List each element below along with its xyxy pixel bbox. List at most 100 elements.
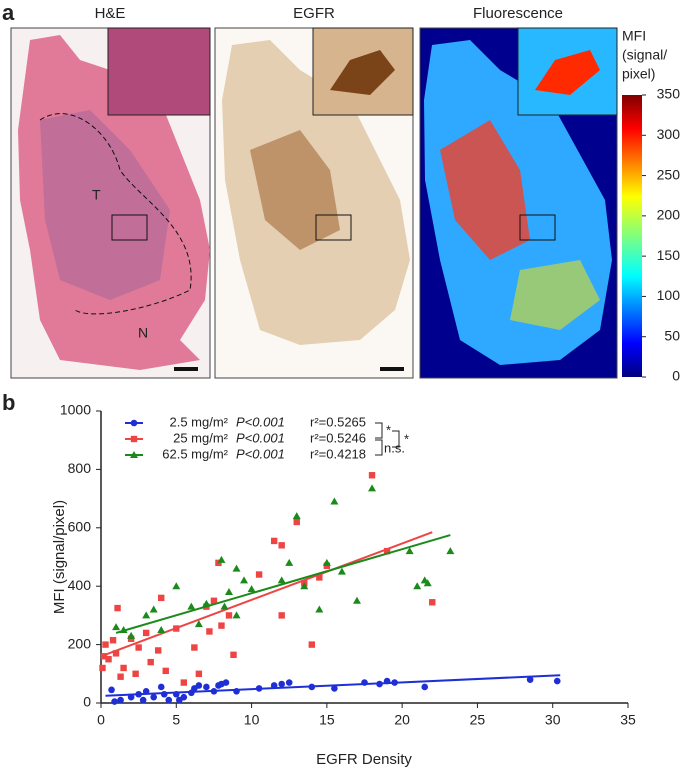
point [308,641,315,648]
point [277,576,286,584]
x-tick-label: 15 [319,712,335,728]
x-tick-label: 35 [620,712,636,728]
point [352,596,361,604]
x-tick-label: 0 [97,712,105,728]
image-title: EGFR [293,5,335,22]
point [157,626,166,633]
point [165,696,173,704]
point [330,497,339,505]
colorbar-tick-label: 200 [657,207,681,223]
point [102,641,109,648]
point [413,582,422,590]
legend-label: 62.5 mg/m² [162,446,228,461]
legend-r2: r²=0.5246 [310,430,366,445]
y-tick-label: 400 [68,577,92,593]
fluorescence-image [419,27,618,379]
colorbar-title: MFI [622,28,646,44]
point [526,676,534,683]
point [203,683,210,691]
point [316,574,323,581]
point [278,680,285,688]
point [172,582,181,590]
point [322,558,331,566]
point [105,656,112,663]
panel-label: a [2,0,15,25]
colorbar-tick-label: 0 [672,368,680,384]
point [446,547,455,555]
x-tick-label: 25 [470,712,486,728]
point [149,605,158,613]
point [111,698,118,705]
point [160,690,168,698]
panel-label: b [2,390,15,415]
point [130,451,138,458]
y-tick-label: 0 [83,694,91,710]
significance: * [386,422,391,437]
fit-line [105,674,561,697]
legend-p: P<0.001 [236,430,285,445]
point [157,683,165,691]
point [162,667,169,675]
image-title: H&E [95,5,126,22]
significance: n.s. [384,440,405,455]
point [270,537,278,545]
point [368,472,376,479]
point [405,547,414,555]
point [127,631,136,639]
point [114,604,121,612]
legend-r2: r²=0.4218 [310,446,366,461]
point [553,677,561,685]
colorbar-tick-label: 250 [657,166,681,182]
colorbar-title: (signal/ [622,47,667,63]
point [421,683,429,691]
point [117,696,124,704]
point [278,542,285,549]
point [423,579,432,587]
y-tick-label: 800 [68,460,92,476]
point [109,637,117,644]
he-image: T N [10,27,211,379]
annotation: N [138,325,148,341]
bracket [375,422,383,439]
image-title: Fluorescence [473,5,563,22]
point [100,653,108,660]
point [230,651,237,659]
annotation: T [92,187,101,203]
point [232,611,241,619]
point [247,585,256,593]
point [195,670,203,677]
x-tick-label: 20 [394,712,410,728]
fit-line [115,534,451,634]
point [158,594,165,602]
y-tick-label: 600 [68,519,92,535]
x-axis-title: EGFR Density [316,751,412,768]
y-axis-title: MFI (signal/pixel) [51,500,68,614]
point [220,602,229,610]
point [191,644,198,651]
x-tick-label: 10 [244,712,260,728]
legend-r2: r²=0.5265 [310,414,366,429]
point [139,696,147,704]
point [180,693,188,701]
colorbar-tick-label: 50 [664,327,680,343]
point [218,622,225,629]
legend-p: P<0.001 [236,446,285,461]
point [112,623,121,631]
legend-label: 25 mg/m² [173,430,229,445]
point [147,658,154,666]
point [285,679,293,686]
point [224,588,233,596]
point [337,567,346,575]
point [194,620,203,628]
x-tick-label: 5 [172,712,180,728]
point [130,435,138,443]
point [210,597,218,604]
point [331,685,338,692]
legend-p: P<0.001 [236,414,285,429]
point [300,582,309,590]
point [135,644,142,651]
point [285,558,294,566]
point [255,571,263,578]
point [222,679,230,686]
point [142,611,151,619]
